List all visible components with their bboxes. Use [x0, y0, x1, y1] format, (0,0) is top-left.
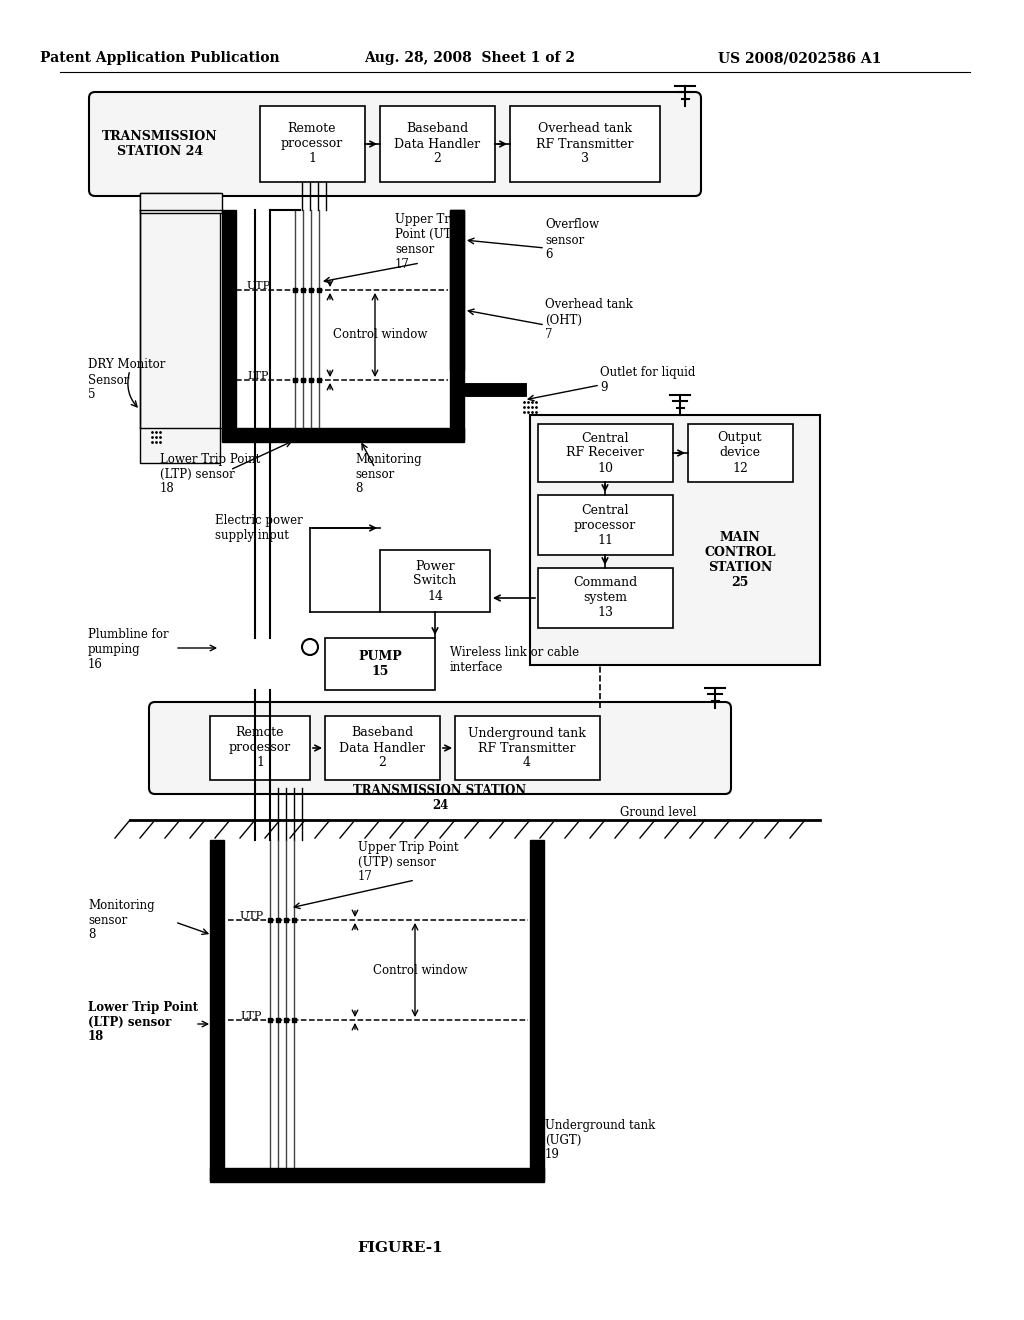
Bar	[210, 1168, 544, 1181]
Bar	[538, 568, 673, 628]
Bar	[688, 424, 793, 482]
Bar	[538, 424, 673, 482]
Text: Control window: Control window	[333, 329, 427, 342]
Bar	[450, 210, 464, 440]
Text: Baseband
Data Handler
2: Baseband Data Handler 2	[339, 726, 425, 770]
Text: Control window: Control window	[373, 964, 467, 977]
Bar	[325, 715, 440, 780]
Text: US 2008/0202586 A1: US 2008/0202586 A1	[718, 51, 882, 65]
Text: UTP: UTP	[247, 281, 271, 290]
Bar	[210, 840, 224, 1180]
Text: Overflow
sensor
6: Overflow sensor 6	[545, 219, 599, 261]
Bar	[140, 193, 222, 213]
Bar	[530, 840, 544, 1180]
Text: MAIN
CONTROL
STATION
25: MAIN CONTROL STATION 25	[705, 531, 776, 589]
Text: LTP: LTP	[247, 371, 268, 381]
Text: Power
Switch
14: Power Switch 14	[414, 560, 457, 602]
Bar	[260, 106, 365, 182]
Text: Lower Trip Point
(LTP) sensor
18: Lower Trip Point (LTP) sensor 18	[88, 1001, 198, 1044]
Text: Plumbline for
pumping
16: Plumbline for pumping 16	[88, 628, 169, 672]
Bar	[380, 550, 490, 612]
Bar	[222, 210, 236, 440]
Text: Monitoring
sensor
8: Monitoring sensor 8	[88, 899, 155, 941]
Bar	[140, 193, 220, 463]
Text: Central
RF Receiver
10: Central RF Receiver 10	[566, 432, 644, 474]
Text: Overhead tank
(OHT)
7: Overhead tank (OHT) 7	[545, 298, 633, 342]
Bar	[455, 715, 600, 780]
Bar	[222, 428, 464, 442]
Text: UTP: UTP	[240, 911, 264, 921]
Text: Underground tank
RF Transmitter
4: Underground tank RF Transmitter 4	[468, 726, 586, 770]
Bar	[450, 210, 464, 370]
Text: DRY Monitor
Sensor
5: DRY Monitor Sensor 5	[88, 359, 165, 401]
Text: Lower Trip Point
(LTP) sensor
18: Lower Trip Point (LTP) sensor 18	[160, 453, 260, 495]
Text: Electric power
supply input: Electric power supply input	[215, 513, 303, 543]
Bar	[380, 106, 495, 182]
Text: Aug. 28, 2008  Sheet 1 of 2: Aug. 28, 2008 Sheet 1 of 2	[365, 51, 575, 65]
Text: Remote
processor
1: Remote processor 1	[229, 726, 291, 770]
Text: Upper Trip
Point (UTP)
sensor
17: Upper Trip Point (UTP) sensor 17	[395, 213, 464, 271]
Text: Outlet for liquid
9: Outlet for liquid 9	[600, 366, 695, 393]
Text: Remote
processor
1: Remote processor 1	[281, 123, 343, 165]
Bar	[325, 638, 435, 690]
Text: FIGURE-1: FIGURE-1	[357, 1241, 442, 1255]
Text: Overhead tank
RF Transmitter
3: Overhead tank RF Transmitter 3	[537, 123, 634, 165]
Text: PUMP
15: PUMP 15	[358, 649, 401, 678]
Bar	[210, 715, 310, 780]
Text: LTP: LTP	[240, 1011, 261, 1020]
Text: TRANSMISSION
STATION 24: TRANSMISSION STATION 24	[102, 129, 218, 158]
Bar	[510, 106, 660, 182]
Text: Ground level: Ground level	[620, 805, 696, 818]
Text: Underground tank
(UGT)
19: Underground tank (UGT) 19	[545, 1118, 655, 1162]
Text: Patent Application Publication: Patent Application Publication	[40, 51, 280, 65]
Text: Command
system
13: Command system 13	[572, 577, 637, 619]
Text: Output
device
12: Output device 12	[718, 432, 762, 474]
Bar	[538, 495, 673, 554]
FancyBboxPatch shape	[150, 702, 731, 795]
Text: Monitoring
sensor
8: Monitoring sensor 8	[355, 453, 422, 495]
Text: Central
processor
11: Central processor 11	[573, 503, 636, 546]
FancyBboxPatch shape	[89, 92, 701, 195]
Text: Baseband
Data Handler
2: Baseband Data Handler 2	[394, 123, 480, 165]
Bar	[530, 414, 820, 665]
Text: TRANSMISSION STATION
24: TRANSMISSION STATION 24	[353, 784, 526, 812]
Text: Upper Trip Point
(UTP) sensor
17: Upper Trip Point (UTP) sensor 17	[358, 841, 459, 883]
Text: Wireless link or cable
interface: Wireless link or cable interface	[450, 645, 580, 675]
